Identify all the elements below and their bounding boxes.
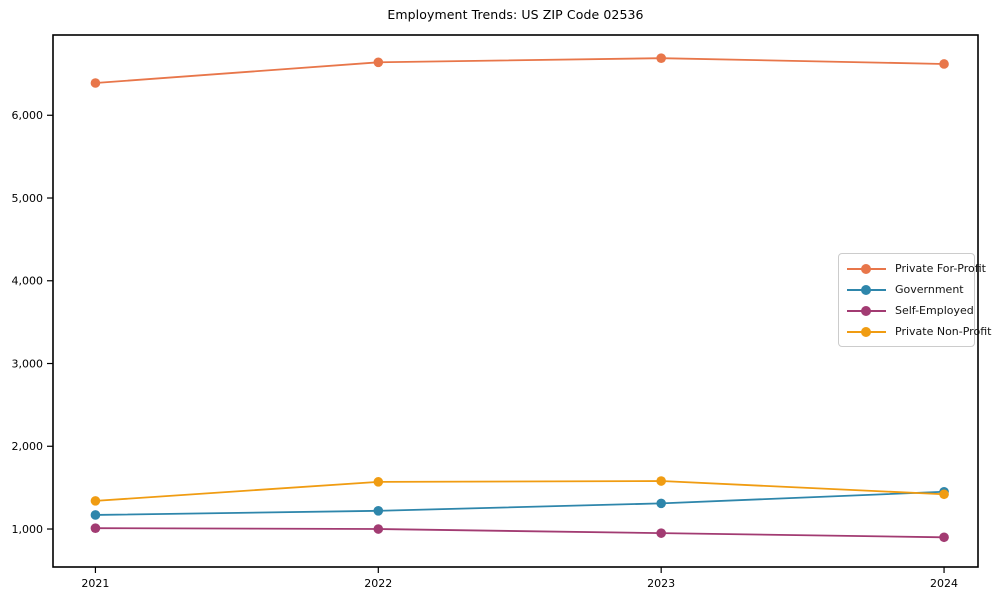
legend-marker-icon [847,263,886,274]
legend-item-self-employed: Self-Employed [847,303,974,318]
chart-title: Employment Trends: US ZIP Code 02536 [387,7,644,22]
y-tick-label: 4,000 [12,275,44,288]
data-point-private-non-profit-2024 [939,489,949,500]
data-point-private-for-profit-2022 [373,57,384,68]
legend-item-private-non-profit: Private Non-Profit [847,324,991,339]
y-tick-label: 2,000 [12,440,44,453]
data-point-self-employed-2023 [656,528,666,538]
data-point-self-employed-2024 [939,532,949,543]
series-line-private-for-profit [94,57,945,84]
data-point-government-2022 [373,506,384,516]
legend-item-government: Government [847,282,966,297]
x-tick-label: 2021 [81,577,109,590]
y-tick-label: 5,000 [12,192,44,205]
legend-label: Private For-Profit [895,262,986,275]
legend-marker-icon [847,284,886,295]
legend-label: Self-Employed [895,304,974,317]
y-tick-label: 3,000 [12,357,44,370]
y-tick-label: 6,000 [12,109,44,122]
legend-marker-icon [847,326,886,337]
data-point-government-2021 [90,510,101,520]
legend-label: Private Non-Profit [895,325,992,338]
y-tick-label: 1,000 [12,523,44,536]
data-point-private-for-profit-2023 [656,53,666,63]
legend-item-private-for-profit: Private For-Profit [847,261,986,276]
data-point-private-non-profit-2022 [373,477,384,487]
series-line-government [94,490,945,516]
data-point-private-non-profit-2023 [656,476,666,486]
legend: Private For-Profit Government Self-Employe… [838,253,991,347]
data-point-self-employed-2022 [373,524,384,534]
x-tick-label: 2024 [930,577,958,590]
x-tick-label: 2023 [647,577,675,590]
legend-marker-icon [847,305,886,316]
data-point-private-for-profit-2021 [90,78,101,88]
data-point-private-non-profit-2021 [90,496,101,506]
plot-frame [52,34,979,568]
data-point-government-2023 [656,498,666,509]
legend-label: Government [895,283,964,296]
series-line-private-non-profit [94,480,945,502]
data-point-self-employed-2021 [90,523,101,533]
series-line-self-employed [94,527,945,539]
data-point-private-for-profit-2024 [939,59,949,69]
x-tick-label: 2022 [364,577,392,590]
